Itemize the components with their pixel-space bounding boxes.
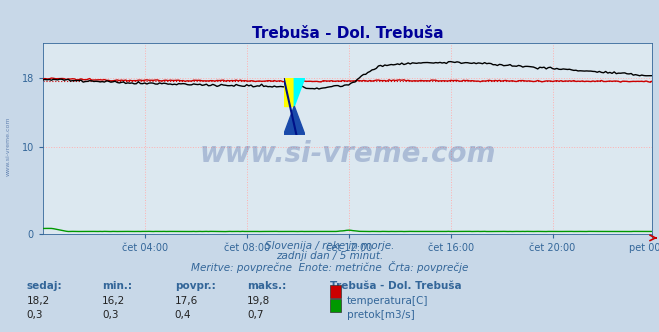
Text: 17,6: 17,6 (175, 296, 198, 306)
Text: 19,8: 19,8 (247, 296, 270, 306)
Text: 0,7: 0,7 (247, 310, 264, 320)
Text: 18,2: 18,2 (26, 296, 49, 306)
Polygon shape (295, 78, 305, 106)
Text: 16,2: 16,2 (102, 296, 125, 306)
Text: 0,4: 0,4 (175, 310, 191, 320)
Text: pretok[m3/s]: pretok[m3/s] (347, 310, 415, 320)
Text: zadnji dan / 5 minut.: zadnji dan / 5 minut. (276, 251, 383, 261)
Text: Trebuša - Dol. Trebuša: Trebuša - Dol. Trebuša (330, 281, 461, 290)
Text: maks.:: maks.: (247, 281, 287, 290)
Text: sedaj:: sedaj: (26, 281, 62, 290)
Polygon shape (283, 106, 305, 135)
Text: min.:: min.: (102, 281, 132, 290)
Text: www.si-vreme.com: www.si-vreme.com (5, 116, 11, 176)
Text: 0,3: 0,3 (102, 310, 119, 320)
Text: temperatura[C]: temperatura[C] (347, 296, 428, 306)
Text: 0,3: 0,3 (26, 310, 43, 320)
Bar (283, 78, 295, 106)
Text: povpr.:: povpr.: (175, 281, 215, 290)
Text: Slovenija / reke in morje.: Slovenija / reke in morje. (265, 241, 394, 251)
Title: Trebuša - Dol. Trebuša: Trebuša - Dol. Trebuša (252, 26, 444, 41)
Text: www.si-vreme.com: www.si-vreme.com (200, 140, 496, 168)
Text: Meritve: povprečne  Enote: metrične  Črta: povprečje: Meritve: povprečne Enote: metrične Črta:… (191, 261, 468, 273)
